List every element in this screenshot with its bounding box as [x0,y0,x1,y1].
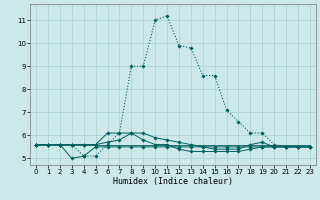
X-axis label: Humidex (Indice chaleur): Humidex (Indice chaleur) [113,177,233,186]
